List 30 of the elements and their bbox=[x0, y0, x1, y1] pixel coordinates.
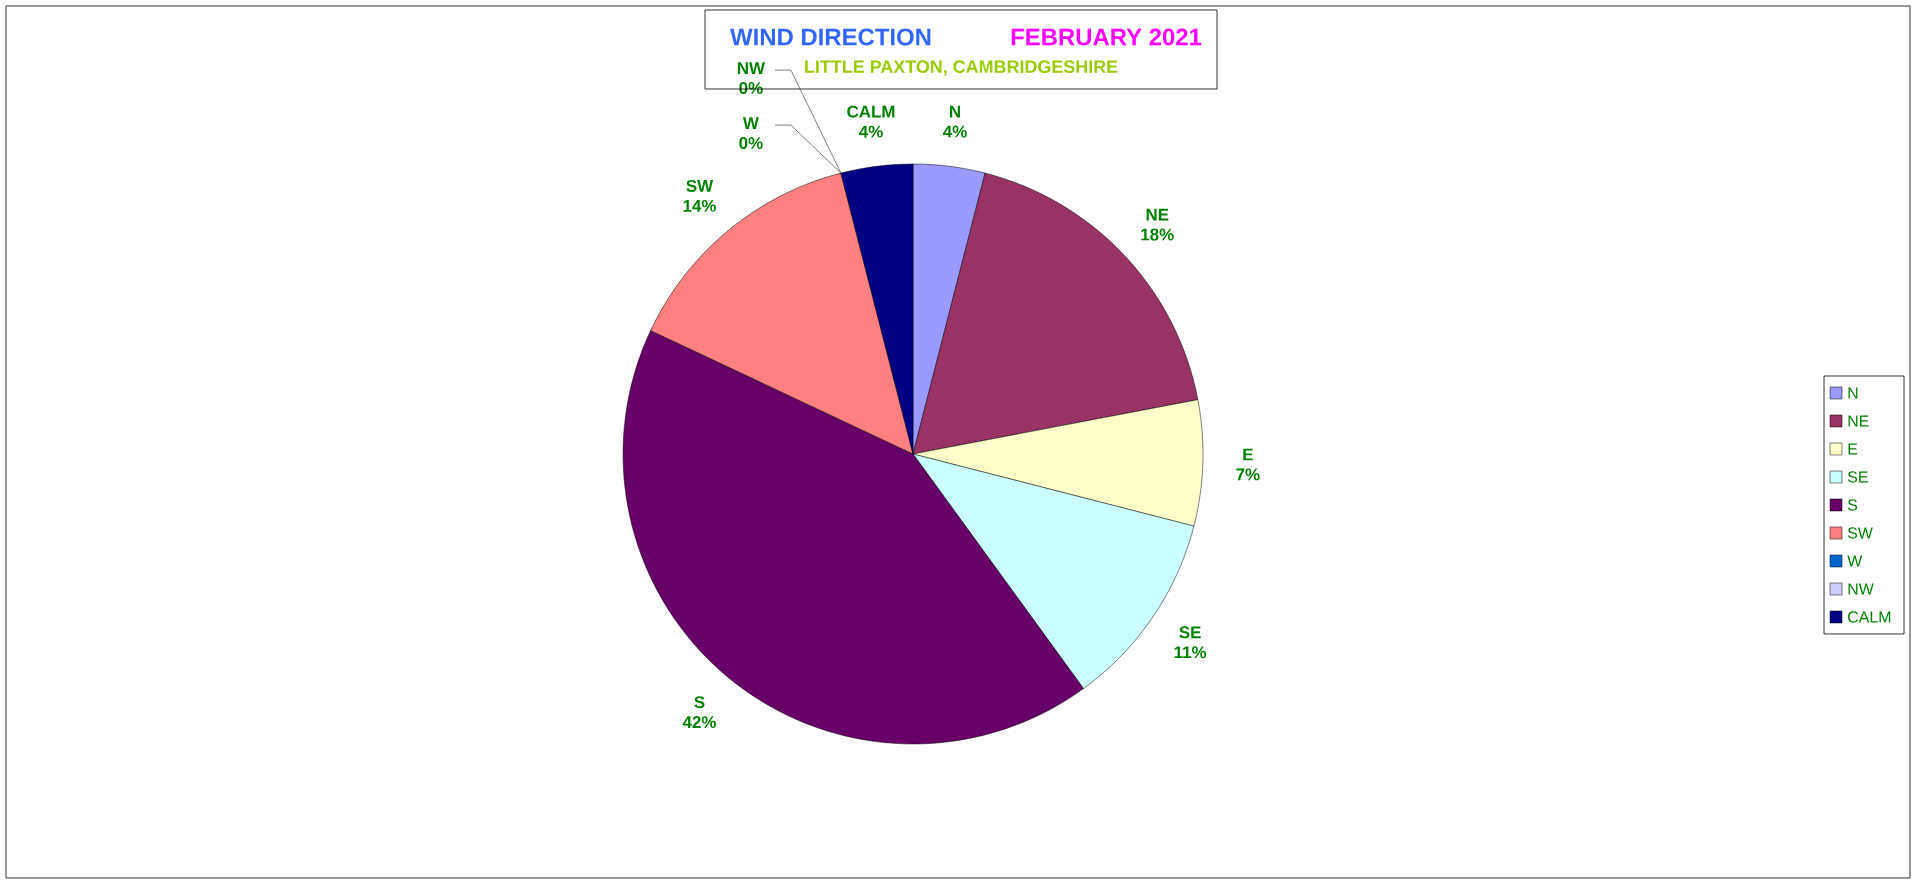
category-label: NW bbox=[737, 62, 765, 74]
legend-label: SE bbox=[1847, 471, 1868, 483]
legend-label: W bbox=[1847, 555, 1863, 567]
legend-label: SW bbox=[1847, 527, 1873, 539]
legend-label: CALM bbox=[1848, 611, 1891, 623]
chart-subtitle: FEBRUARY 2021 bbox=[1011, 28, 1202, 46]
legend-label: S bbox=[1847, 499, 1858, 511]
category-label: W bbox=[742, 117, 759, 129]
data-label: 4% bbox=[943, 125, 967, 138]
data-label: 14% bbox=[683, 199, 716, 212]
slice-label: NE bbox=[1146, 208, 1169, 221]
slice-label: E bbox=[1243, 448, 1253, 461]
slice-label: SW bbox=[686, 179, 714, 192]
text: 0% bbox=[739, 81, 763, 94]
legend-label: NE bbox=[1848, 415, 1869, 427]
data-label: 18% bbox=[1141, 228, 1174, 241]
text: LITTLE PAXTON, CAMBRIDGESHIRE bbox=[805, 60, 1118, 76]
slice-label: SE bbox=[1179, 626, 1201, 639]
chart-title: WIND DIRECTION bbox=[730, 28, 931, 46]
legend-label: E bbox=[1848, 443, 1858, 455]
data-label: 4% bbox=[859, 125, 883, 138]
legend-label: NW bbox=[1848, 583, 1874, 595]
text: 0% bbox=[739, 136, 763, 149]
slice-label: N bbox=[950, 105, 960, 118]
data-label: 42% bbox=[682, 716, 716, 729]
data-label: 7% bbox=[1236, 468, 1260, 481]
slice-label: CALM bbox=[847, 105, 895, 118]
data-label: 11% bbox=[1174, 646, 1207, 659]
legend-label: N bbox=[1848, 387, 1858, 399]
slice-label: S bbox=[694, 696, 705, 709]
